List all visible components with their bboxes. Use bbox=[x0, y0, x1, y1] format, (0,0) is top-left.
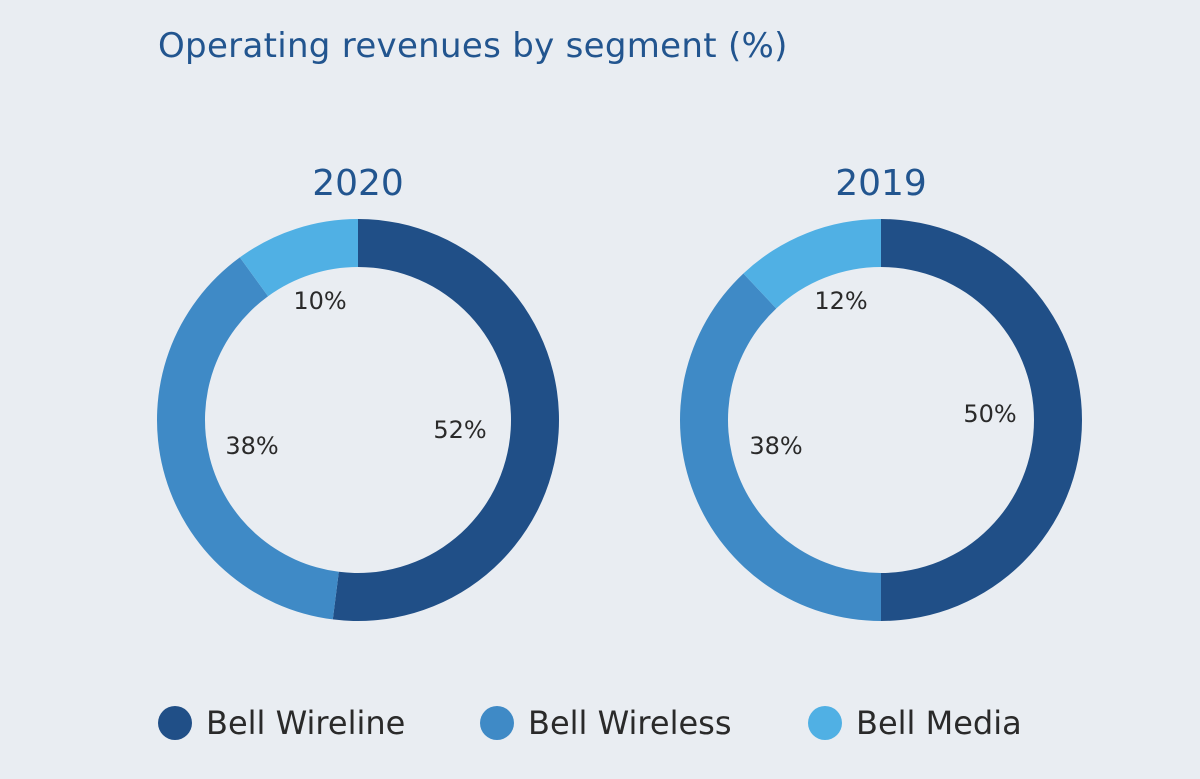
legend: Bell Wireline Bell Wireless Bell Media bbox=[0, 704, 1200, 750]
chart-title: Operating revenues by segment (%) bbox=[158, 26, 788, 66]
data-label-2020-bell-media: 10% bbox=[293, 287, 346, 315]
donut-charts: 2020 52% 38% 10% 2019 50% 38% 12% bbox=[157, 163, 1082, 621]
chart-year-title-2019: 2019 bbox=[835, 163, 927, 204]
legend-label-bell-wireline: Bell Wireline bbox=[206, 704, 406, 742]
donut-segment-2020-bell-wireless bbox=[157, 257, 339, 620]
chart-year-title-2020: 2020 bbox=[312, 163, 404, 204]
legend-label-bell-wireless: Bell Wireless bbox=[528, 704, 732, 742]
legend-item-bell-wireless: Bell Wireless bbox=[480, 704, 731, 742]
data-label-2019-bell-wireless: 38% bbox=[749, 432, 802, 460]
data-label-2019-bell-media: 12% bbox=[814, 287, 867, 315]
legend-swatch-bell-media bbox=[808, 706, 842, 740]
donut-segment-2019-bell-media bbox=[743, 218, 881, 309]
legend-swatch-bell-wireline bbox=[158, 706, 192, 740]
legend-item-bell-media: Bell Media bbox=[808, 704, 1022, 742]
data-label-2019-bell-wireline: 50% bbox=[963, 400, 1016, 428]
donut-segment-2020-bell-wireline bbox=[332, 219, 560, 621]
legend-label-bell-media: Bell Media bbox=[856, 704, 1022, 742]
data-label-2020-bell-wireline: 52% bbox=[433, 416, 486, 444]
legend-swatch-bell-wireless bbox=[480, 706, 514, 740]
donut-segment-2020-bell-media bbox=[239, 219, 358, 297]
donut-segment-2019-bell-wireless bbox=[679, 273, 881, 621]
legend-item-bell-wireline: Bell Wireline bbox=[158, 704, 405, 742]
donut-segment-2019-bell-wireline bbox=[881, 219, 1082, 621]
data-label-2020-bell-wireless: 38% bbox=[225, 432, 278, 460]
